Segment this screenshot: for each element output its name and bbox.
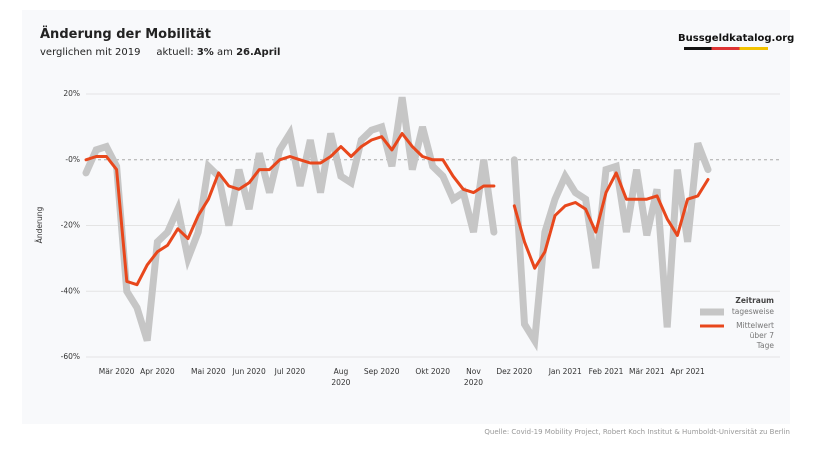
x-tick-label: Apr 2020 xyxy=(140,367,175,376)
series-line xyxy=(84,132,710,287)
x-tick-label: Feb 2021 xyxy=(588,367,624,376)
legend-title: Zeitraum xyxy=(735,296,774,305)
x-tick-label: Jun 2020 xyxy=(232,367,266,376)
current-date: 26.April xyxy=(236,47,281,58)
y-tick-label: -60% xyxy=(61,352,80,361)
subtitle: verglichen mit 2019 xyxy=(40,47,141,58)
legend-swatch xyxy=(700,324,724,328)
legend-label: Mittelwert über 7 Tage xyxy=(736,321,774,350)
legend-label: tagesweise xyxy=(731,307,774,316)
x-tick-label: Mai 2020 xyxy=(191,367,226,376)
x-tick-label: Aug 2020 xyxy=(331,367,351,387)
current-value: 3% xyxy=(196,47,214,58)
x-tick-label: Apr 2021 xyxy=(670,367,705,376)
title: Änderung der Mobilität xyxy=(40,27,211,42)
y-axis-title: Änderung xyxy=(35,206,44,243)
subtitle-line: verglichen mit 2019 aktuell: 3% am 26.Ap… xyxy=(40,47,280,58)
source: Quelle: Covid-19 Mobility Project, Rober… xyxy=(484,428,790,436)
logo[interactable]: Bussgeldkatalog.org xyxy=(678,33,795,44)
series-line xyxy=(82,96,712,352)
current-on: am xyxy=(217,47,233,58)
x-tick-label: Jul 2020 xyxy=(274,367,306,376)
legend-swatch xyxy=(700,308,724,316)
x-tick-label: Sep 2020 xyxy=(363,367,400,376)
x-tick-label: Mär 2021 xyxy=(629,367,665,376)
y-tick-label: -40% xyxy=(61,286,80,295)
logo-stripe xyxy=(684,47,768,50)
y-tick-label: -0% xyxy=(65,155,80,164)
x-tick-label: Mär 2020 xyxy=(98,367,135,376)
x-tick-label: Nov 2020 xyxy=(463,367,484,387)
current-label: aktuell: xyxy=(156,47,194,58)
x-tick-label: Okt 2020 xyxy=(415,367,451,376)
y-tick-label: -20% xyxy=(61,221,80,230)
y-tick-label: 20% xyxy=(63,89,80,98)
x-tick-label: Dez 2020 xyxy=(496,367,533,376)
x-tick-label: Jan 2021 xyxy=(548,367,582,376)
